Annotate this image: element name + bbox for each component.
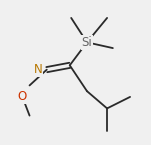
Text: O: O [18,90,27,103]
Text: N: N [34,63,43,76]
Text: Si: Si [82,36,92,49]
